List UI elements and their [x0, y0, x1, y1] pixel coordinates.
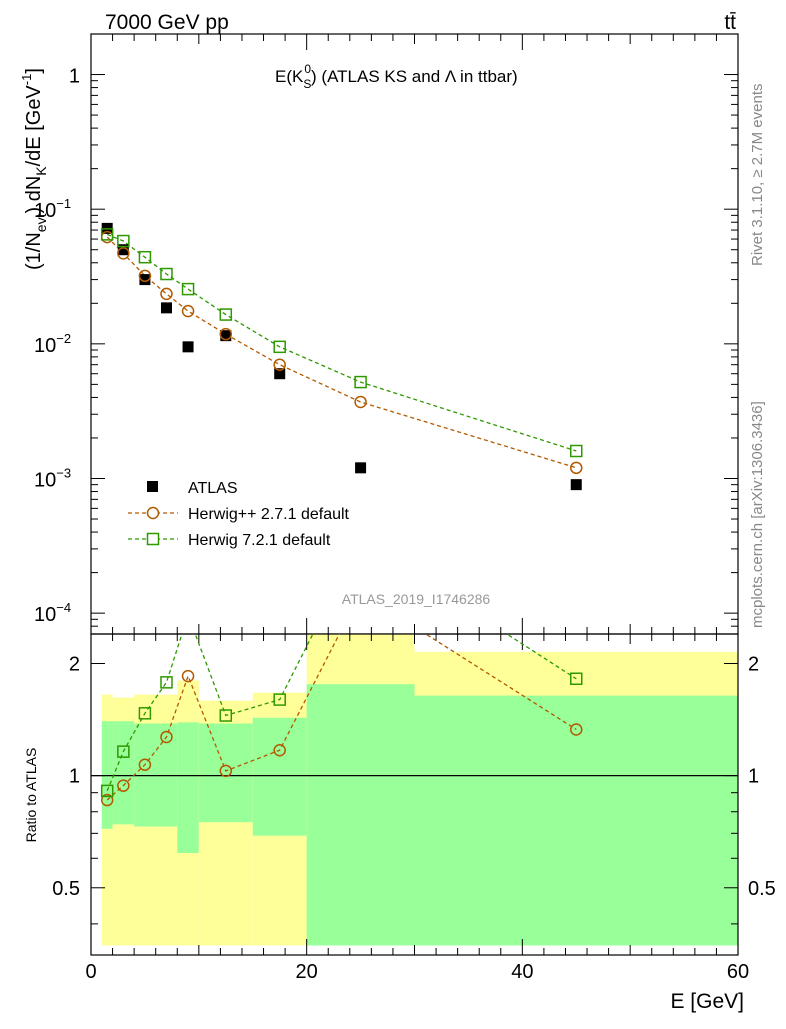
ratio-herwig7-point — [117, 745, 130, 758]
legend-herwigpp-label: Herwig++ 2.7.1 default — [188, 506, 350, 523]
ratio-herwigpp-point — [570, 723, 583, 736]
main-plot-y-axis-label: (1/Nevt) dNK/dE [GeV-1] — [19, 68, 49, 270]
herwig7-point — [100, 228, 114, 241]
ratio-herwigpp-point — [117, 779, 130, 792]
ratio-herwigpp-point — [100, 793, 114, 807]
process-label: tt̄ — [724, 11, 736, 34]
herwigpp-point — [181, 304, 195, 318]
ratio-green-band — [198, 723, 253, 823]
ratio-herwigpp-point — [219, 764, 233, 778]
energy-label: 7000 GeV pp — [105, 11, 229, 34]
ratio-herwig7-point — [160, 676, 173, 689]
atlas-data-point — [355, 462, 367, 474]
atlas-data-point — [160, 302, 172, 314]
rivet-label: Rivet 3.1.10, ≥ 2.7M events — [749, 84, 766, 267]
herwig7-point — [160, 267, 173, 281]
x-tick-label: 0 — [85, 961, 96, 983]
main-plot-title: E(KS0) (ATLAS KS and Λ in ttbar) — [275, 62, 518, 91]
ratio-herwig7-point — [570, 672, 583, 686]
ratio-series-line-0 — [106, 634, 577, 801]
herwig7-point — [219, 308, 233, 321]
atlas-data-point — [274, 368, 286, 380]
legend-atlas-label: ATLAS — [188, 480, 238, 497]
ratio-green-band — [101, 721, 113, 829]
herwig7-point — [354, 375, 367, 389]
main-y-tick-label: 1 — [69, 66, 80, 88]
legend-herwig7-label: Herwig 7.2.1 default — [188, 532, 331, 549]
main-plot-markers — [100, 222, 583, 491]
main-plot-axes: 1 10−1 10−2 10−3 10−4 — [34, 33, 739, 635]
ratio-y-tick-label: 0.5 — [52, 878, 80, 900]
herwigpp-point — [138, 269, 152, 283]
ratio-series-lines — [106, 634, 577, 801]
atlas-data-point — [570, 479, 582, 491]
herwig7-point — [138, 250, 152, 264]
ratio-herwigpp-point — [138, 758, 152, 771]
atlas-data-point — [220, 330, 232, 342]
ratio-herwigpp-point — [273, 743, 286, 757]
main-series-line-1 — [106, 236, 577, 469]
ratio-green-band — [414, 695, 738, 946]
ratio-y-tick-label-right: 1 — [748, 766, 759, 788]
ratio-herwig7-point — [138, 707, 152, 720]
main-plot-series-lines — [106, 233, 577, 469]
herwig7-point — [273, 340, 286, 354]
herwigpp-point — [219, 327, 233, 341]
legend-herwig7-marker — [146, 532, 160, 546]
x-tick-label: 20 — [296, 961, 318, 983]
legend-herwigpp-marker — [146, 506, 160, 520]
ratio-y-tick-label-right: 2 — [748, 653, 759, 675]
ratio-green-band — [306, 684, 415, 946]
herwigpp-point — [570, 461, 583, 475]
ratio-herwig7-point — [100, 784, 114, 798]
atlas-data-point — [139, 274, 151, 286]
ratio-green-band — [112, 721, 135, 825]
ratio-green-band — [252, 717, 307, 836]
ratio-uncertainty-bands — [101, 634, 738, 946]
ratio-herwig7-point — [219, 709, 233, 722]
ratio-herwigpp-point — [181, 669, 195, 683]
legend: ATLAS Herwig++ 2.7.1 default Herwig 7.2.… — [128, 480, 350, 549]
herwigpp-point — [273, 358, 286, 371]
main-y-tick-label: 10−1 — [34, 196, 71, 222]
ratio-herwigpp-point — [160, 730, 173, 744]
mcplots-label: mcplots.cern.ch [arXiv:1306.3436] — [749, 401, 766, 628]
ratio-plot-axes: 0.5 0.51 12 20 20 40 60 — [52, 633, 776, 983]
herwigpp-point — [160, 287, 173, 301]
x-tick-label: 60 — [727, 961, 749, 983]
x-axis-label: E [GeV] — [670, 990, 744, 1013]
ratio-markers — [100, 669, 583, 807]
herwig7-point — [117, 234, 130, 248]
ratio-herwig7-point — [273, 693, 286, 706]
atlas-data-point — [182, 341, 194, 353]
herwigpp-point — [117, 247, 130, 260]
herwigpp-point — [354, 395, 367, 409]
main-y-tick-label: 10−3 — [34, 465, 71, 491]
ratio-series-line-1 — [106, 634, 577, 792]
ratio-y-tick-label-right: 0.5 — [748, 878, 776, 900]
atlas-data-point — [117, 244, 129, 256]
x-tick-label: 40 — [511, 961, 533, 983]
main-series-line-2 — [106, 233, 577, 452]
ratio-green-band — [177, 722, 199, 853]
herwig7-point — [570, 444, 583, 458]
ratio-y-tick-label: 1 — [69, 766, 80, 788]
main-y-tick-label: 10−2 — [34, 331, 71, 357]
ratio-y-axis-label: Ratio to ATLAS — [23, 748, 39, 843]
legend-atlas-marker — [147, 481, 158, 492]
herwig7-point — [181, 282, 195, 296]
main-y-tick-label: 10−4 — [34, 600, 71, 626]
analysis-watermark: ATLAS_2019_I1746286 — [342, 591, 491, 607]
ratio-y-tick-label: 2 — [69, 653, 80, 675]
